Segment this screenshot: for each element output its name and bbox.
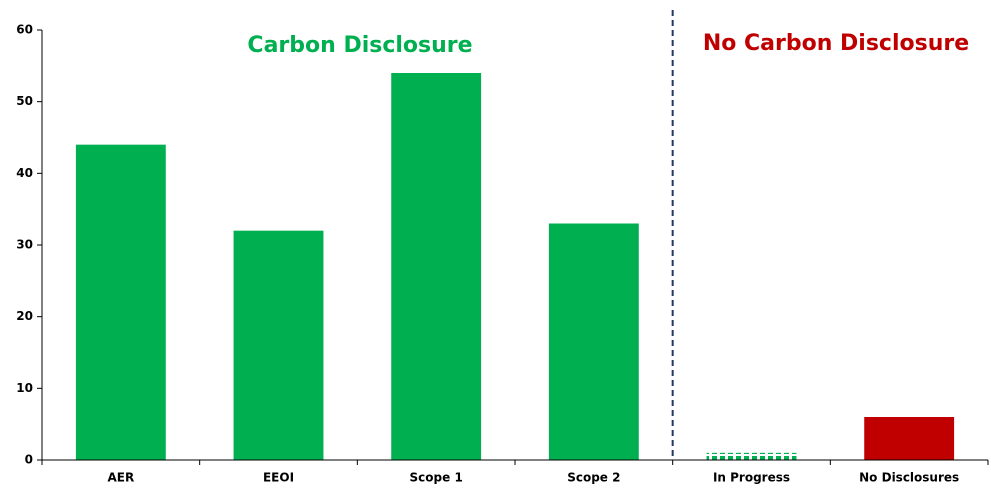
bar — [864, 417, 955, 460]
y-tick-label: 60 — [16, 23, 33, 37]
y-tick-label: 30 — [16, 238, 33, 252]
bar — [391, 73, 482, 460]
annotation: No Carbon Disclosure — [703, 31, 969, 56]
x-tick-label: AER — [107, 471, 134, 485]
bar — [233, 230, 324, 460]
annotation: Carbon Disclosure — [247, 33, 472, 58]
y-tick-label: 0 — [25, 453, 33, 467]
x-tick-label: In Progress — [713, 471, 790, 485]
bar — [75, 144, 166, 460]
x-tick-label: EEOI — [263, 471, 294, 485]
x-tick-label: Scope 2 — [567, 471, 620, 485]
bar — [548, 223, 639, 460]
x-tick-label: Scope 1 — [410, 471, 463, 485]
y-tick-label: 10 — [16, 381, 33, 395]
y-tick-label: 50 — [16, 94, 33, 108]
y-tick-label: 40 — [16, 166, 33, 180]
y-tick-label: 20 — [16, 309, 33, 323]
bar — [706, 452, 797, 460]
x-tick-label: No Disclosures — [859, 471, 959, 485]
